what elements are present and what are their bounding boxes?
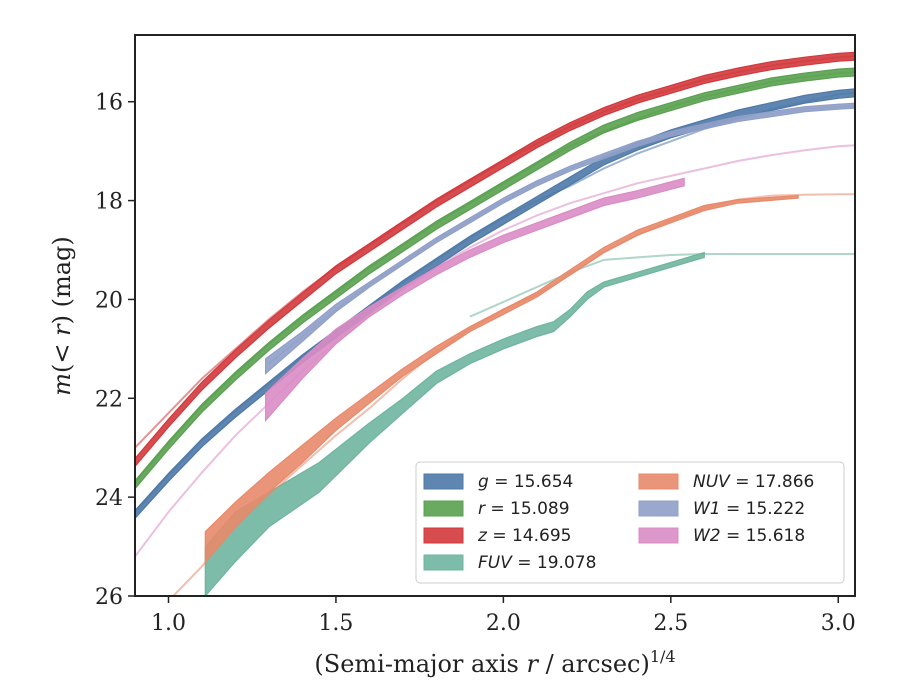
- legend-swatch-g: [423, 473, 464, 490]
- legend-swatch-fuv: [423, 554, 464, 571]
- series-g-band: [135, 88, 855, 520]
- series-z-band: [135, 51, 855, 468]
- y-tick-label: 26: [95, 585, 123, 610]
- y-tick-label: 24: [95, 486, 123, 511]
- series-g-model-line: [135, 91, 855, 513]
- series-nuv-band: [204, 194, 799, 563]
- legend-label-r: r = 15.089: [478, 499, 570, 519]
- series-w2-model-line: [135, 144, 855, 558]
- series-r-band: [135, 67, 855, 490]
- series-r-model-line: [135, 71, 855, 483]
- series-w2-band: [265, 177, 685, 423]
- legend: g = 15.654 r = 15.089 z = 14.695 FUV = 19.0…: [415, 461, 845, 584]
- series-fuv-model-line: [469, 253, 855, 318]
- legend-label-w1: W1 = 15.222: [693, 499, 805, 519]
- x-tick-label: 2.0: [486, 611, 521, 636]
- legend-swatch-z: [423, 527, 464, 544]
- y-axis-title: m(< r) (mag): [48, 236, 76, 396]
- y-axis: 16 18 20 22 24 26: [95, 91, 135, 610]
- y-tick-label: 16: [95, 91, 123, 116]
- legend-label-g: g = 15.654: [478, 472, 573, 492]
- y-tick-label: 18: [95, 190, 123, 215]
- y-tick-label: 22: [95, 387, 123, 412]
- plot-frame: [134, 34, 856, 597]
- legend-swatch-nuv: [638, 473, 679, 490]
- plot-area: [135, 51, 855, 596]
- legend-label-w2: W2 = 15.618: [693, 526, 805, 546]
- series-fuv-band: [204, 251, 705, 596]
- legend-label-nuv: NUV = 17.866: [693, 472, 814, 492]
- legend-box: [415, 461, 845, 584]
- x-axis-title: (Semi-major axis r / arcsec)1/4: [314, 647, 675, 678]
- legend-label-fuv: FUV = 19.078: [478, 553, 596, 573]
- legend-label-z: z = 14.695: [477, 526, 571, 546]
- x-tick-label: 2.5: [653, 611, 688, 636]
- x-tick-label: 1.5: [318, 611, 353, 636]
- legend-swatch-r: [423, 500, 464, 517]
- legend-swatch-w1: [638, 500, 679, 517]
- legend-swatch-w2: [638, 527, 679, 544]
- x-tick-label: 1.0: [151, 611, 186, 636]
- series-w1-band: [265, 102, 855, 375]
- y-tick-label: 20: [95, 288, 123, 313]
- x-tick-label: 3.0: [821, 611, 856, 636]
- x-axis: 1.0 1.5 2.0 2.5 3.0: [151, 596, 856, 636]
